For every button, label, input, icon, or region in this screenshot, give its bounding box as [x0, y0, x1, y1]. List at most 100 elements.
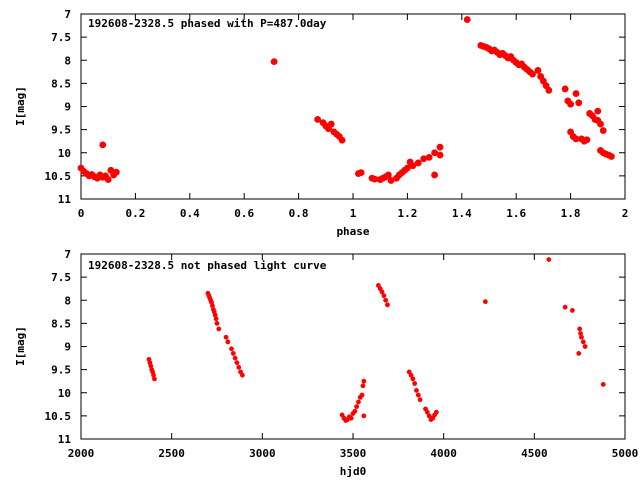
data-points: [146, 257, 606, 423]
data-point: [436, 151, 444, 159]
data-point: [223, 334, 229, 340]
y-tick-label: 7.5: [51, 271, 71, 284]
data-point: [356, 399, 361, 405]
data-point: [99, 141, 107, 149]
data-point: [594, 107, 602, 115]
y-axis-label: I[mag]: [14, 86, 27, 126]
data-point: [410, 376, 416, 382]
data-point: [424, 409, 430, 415]
x-tick-label: 1.2: [397, 207, 417, 220]
data-point: [229, 346, 234, 352]
x-tick-label: 1.8: [561, 207, 581, 220]
y-tick-label: 7.5: [51, 31, 71, 44]
data-point: [412, 381, 418, 386]
y-tick-label: 7: [64, 8, 71, 21]
data-point: [381, 293, 387, 299]
data-point: [431, 171, 438, 179]
data-point: [239, 372, 245, 378]
y-tick-label: 8.5: [51, 317, 71, 330]
x-tick-label: 1: [350, 207, 357, 220]
data-point: [562, 304, 568, 310]
data-point: [567, 100, 574, 108]
chart-title: 192608-2328.5 not phased light curve: [88, 259, 327, 272]
x-tick-label: 0.4: [180, 207, 200, 220]
data-point: [482, 299, 488, 305]
data-point: [327, 120, 335, 128]
data-point: [409, 162, 417, 170]
y-tick-label: 7: [64, 248, 71, 261]
x-tick-label: 0.2: [125, 207, 145, 220]
y-axis-label: I[mag]: [14, 326, 27, 366]
data-point: [383, 297, 389, 303]
x-tick-label: 3500: [340, 447, 367, 460]
data-point: [576, 351, 582, 356]
data-point: [360, 383, 366, 389]
plot-frame: [80, 13, 626, 200]
x-tick-label: 1.4: [452, 207, 472, 220]
y-tick-label: 8.5: [51, 77, 71, 90]
data-point: [357, 169, 365, 177]
x-tick-label: 0.8: [289, 207, 309, 220]
data-point: [426, 413, 432, 419]
data-point: [608, 153, 615, 160]
y-tick-label: 10: [58, 147, 71, 160]
data-point: [579, 334, 584, 340]
x-tick-label: 2: [622, 207, 629, 220]
data-point: [570, 308, 575, 313]
x-tick-label: 0.6: [234, 207, 254, 220]
data-point: [575, 99, 583, 107]
y-tick-label: 9.5: [51, 124, 71, 137]
data-point: [425, 153, 433, 161]
x-tick-label: 3000: [249, 447, 276, 460]
data-point: [384, 171, 392, 179]
x-tick-label: 2500: [158, 447, 185, 460]
data-point: [577, 326, 583, 332]
data-point: [359, 392, 365, 398]
x-tick-label: 4500: [521, 447, 548, 460]
data-point: [270, 58, 278, 66]
y-tick-label: 10.5: [45, 410, 72, 423]
y-tick-label: 9: [64, 101, 71, 114]
y-tick-label: 10: [58, 387, 71, 400]
data-point: [600, 382, 606, 387]
data-point: [415, 392, 421, 398]
data-point: [417, 397, 423, 403]
x-tick-label: 2000: [68, 447, 95, 460]
data-point: [529, 70, 536, 78]
data-point: [234, 360, 240, 366]
data-point: [408, 372, 414, 378]
data-point: [314, 116, 322, 123]
x-tick-label: 4000: [430, 447, 457, 460]
y-tick-label: 11: [58, 433, 72, 446]
data-point: [361, 413, 367, 419]
data-point: [582, 344, 588, 349]
data-point: [414, 159, 422, 167]
data-point: [414, 388, 419, 393]
y-tick-label: 8: [64, 294, 71, 307]
data-point: [216, 326, 222, 332]
data-point: [580, 339, 586, 345]
data-point: [338, 136, 346, 144]
data-point: [597, 120, 604, 128]
data-point: [225, 339, 231, 345]
data-point: [434, 409, 439, 415]
x-tick-label: 1.6: [506, 207, 526, 220]
data-point: [545, 86, 553, 94]
data-points: [77, 16, 615, 184]
x-axis-label: hjd0: [340, 465, 367, 478]
data-point: [352, 408, 358, 414]
data-point: [152, 376, 157, 382]
chart-title: 192608-2328.5 phased with P=487.0day: [88, 17, 327, 30]
data-point: [436, 143, 444, 151]
data-point: [463, 16, 471, 23]
chart-1: 0 0.2 0.4 0.6 0.8 1 1.2 1.4 1.6 1.8 2 7 7.5 8 8.5 9 9.5 1…: [14, 8, 628, 238]
data-point: [385, 302, 390, 308]
data-point: [230, 351, 236, 356]
data-point: [348, 415, 354, 421]
x-axis-label: phase: [336, 225, 369, 238]
y-tick-label: 11: [58, 193, 72, 206]
chart-2: 2000 2500 3000 3500 4000 4500 5000 7 7.5 8 8.5 9 9.5…: [14, 248, 638, 478]
y-tick-label: 9: [64, 341, 71, 354]
y-tick-label: 10.5: [45, 170, 72, 183]
